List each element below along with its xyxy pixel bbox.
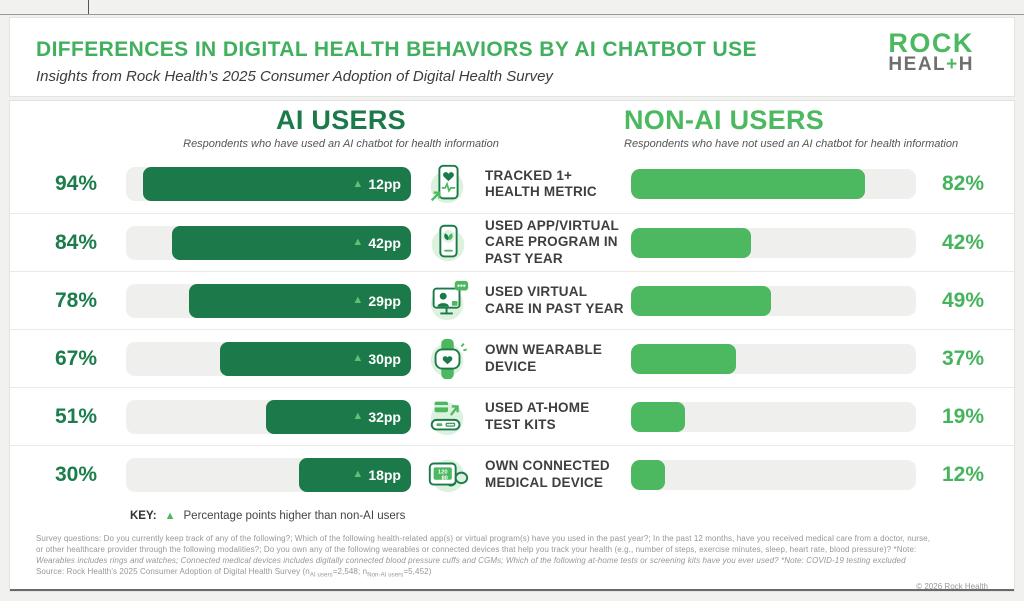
non-ai-bar	[631, 169, 865, 199]
row-tracked-health-metric: 94% ▲ 12pp TRACKED 1+ HEALTH METRIC 8	[10, 155, 1014, 213]
source-line: Source: Rock Health’s 2025 Consumer Adop…	[36, 567, 432, 579]
non-ai-bar	[631, 343, 737, 374]
footnote-line-3: Wearables includes rings and watches; Co…	[36, 556, 906, 566]
pp-difference-badge: ▲ 30pp	[352, 350, 401, 367]
non-ai-bar-track	[631, 459, 916, 490]
rock-health-logo: ROCK HEAL+H	[888, 28, 974, 75]
row-at-home-test-kits: 51% ▲ 32pp USED AT-HOME TEST KITS	[10, 387, 1014, 445]
ai-bar: ▲ 32pp	[265, 399, 411, 434]
behavior-label: USED APP/VIRTUAL CARE PROGRAM IN PAST YE…	[485, 218, 619, 266]
pp-difference-badge: ▲ 29pp	[352, 292, 401, 309]
svg-text:80: 80	[441, 475, 447, 481]
copyright: © 2026 Rock Health	[916, 581, 988, 591]
behavior-rows: 94% ▲ 12pp TRACKED 1+ HEALTH METRIC 8	[10, 155, 1014, 503]
screenshot-cursor-artifact	[88, 0, 89, 14]
ai-users-header: AI USERS Respondents who have used an AI…	[106, 105, 576, 150]
behavior-label: OWN WEARABLE DEVICE	[485, 342, 603, 374]
test-kit-icon	[417, 394, 479, 440]
row-wearable-device: 67% ▲ 30pp OWN WEARABLE DEVICE	[10, 329, 1014, 387]
key-label: KEY:	[130, 510, 157, 522]
telehealth-monitor-icon	[417, 278, 479, 324]
row-connected-medical-device: 30% ▲ 18pp 120 80 OWN CONNECTED MEDICAL D…	[10, 445, 1014, 503]
ai-bar: ▲ 29pp	[188, 283, 411, 318]
pp-difference-badge: ▲ 18pp	[352, 466, 401, 483]
non-ai-percentage: 19%	[941, 404, 985, 428]
logo-line-2: HEAL+H	[888, 53, 974, 75]
page-subtitle: Insights from Rock Health’s 2025 Consume…	[36, 68, 553, 85]
non-ai-percentage: 49%	[941, 288, 985, 312]
key-text: Percentage points higher than non-AI use…	[183, 510, 406, 522]
logo-plus-icon: +	[946, 53, 959, 75]
behavior-label: TRACKED 1+ HEALTH METRIC	[485, 167, 597, 199]
ai-percentage: 84%	[54, 230, 98, 254]
non-ai-bar-track	[631, 401, 916, 432]
non-ai-users-header: NON-AI USERS Respondents who have not us…	[624, 105, 999, 150]
health-metric-phone-icon	[417, 161, 479, 207]
ai-bar: ▲ 18pp	[299, 457, 411, 492]
ai-bar: ▲ 42pp	[171, 225, 411, 260]
legend-key: KEY: ▲ Percentage points higher than non…	[10, 505, 1014, 527]
ai-percentage: 30%	[54, 462, 98, 486]
pp-difference-badge: ▲ 32pp	[352, 408, 401, 425]
row-virtual-care: 78% ▲ 29pp USED VIRTUA	[10, 271, 1014, 329]
non-ai-percentage: 37%	[941, 346, 985, 370]
ai-bar-track: ▲ 42pp	[126, 225, 411, 260]
non-ai-bar	[631, 401, 686, 432]
screenshot-border-artifact	[0, 14, 1024, 15]
triangle-up-icon: ▲	[164, 510, 176, 522]
non-ai-percentage: 42%	[941, 230, 985, 254]
triangle-up-icon: ▲	[352, 468, 364, 480]
triangle-up-icon: ▲	[352, 236, 364, 248]
chart-card: AI USERS Respondents who have used an AI…	[10, 101, 1014, 591]
ai-percentage: 51%	[54, 404, 98, 428]
triangle-up-icon: ▲	[352, 177, 364, 190]
behavior-label: USED VIRTUAL CARE IN PAST YEAR	[485, 284, 624, 316]
ai-users-title: AI USERS	[276, 105, 406, 135]
non-ai-bar	[631, 227, 751, 258]
triangle-up-icon: ▲	[352, 410, 364, 422]
non-ai-users-title: NON-AI USERS	[624, 105, 825, 135]
non-ai-bar	[631, 459, 666, 490]
app-virtual-care-phone-icon	[417, 220, 479, 266]
non-ai-bar-track	[631, 169, 916, 199]
non-ai-bar-track	[631, 285, 916, 316]
ai-percentage: 94%	[54, 172, 98, 195]
ai-bar-track: ▲ 30pp	[126, 341, 411, 376]
ai-bar-track: ▲ 12pp	[126, 167, 411, 201]
pp-difference-badge: ▲ 42pp	[352, 234, 401, 251]
triangle-up-icon: ▲	[352, 294, 364, 306]
footnotes: Survey questions: Do you currently keep …	[10, 527, 1014, 591]
ai-bar-track: ▲ 18pp	[126, 457, 411, 492]
non-ai-bar-track	[631, 343, 916, 374]
ai-percentage: 67%	[54, 346, 98, 370]
column-headers: AI USERS Respondents who have used an AI…	[10, 101, 1014, 155]
ai-users-subtitle: Respondents who have used an AI chatbot …	[183, 138, 499, 150]
ai-percentage: 78%	[54, 288, 98, 312]
behavior-label: USED AT-HOME TEST KITS	[485, 400, 590, 432]
ai-bar: ▲ 30pp	[220, 341, 411, 376]
svg-text:120: 120	[438, 469, 448, 475]
ai-bar-track: ▲ 32pp	[126, 399, 411, 434]
ai-bar-track: ▲ 29pp	[126, 283, 411, 318]
ai-bar: ▲ 12pp	[143, 167, 411, 201]
behavior-label: OWN CONNECTED MEDICAL DEVICE	[485, 458, 610, 490]
footnote-line-2: or other healthcare provider through the…	[36, 545, 917, 555]
non-ai-bar	[631, 285, 771, 316]
triangle-up-icon: ▲	[352, 352, 364, 364]
footnote-line-1: Survey questions: Do you currently keep …	[36, 534, 931, 543]
non-ai-percentage: 82%	[941, 172, 985, 195]
page-title: DIFFERENCES IN DIGITAL HEALTH BEHAVIORS …	[36, 38, 757, 61]
row-app-virtual-care-program: 84% ▲ 42pp USED APP/VIRTUAL CARE PROGRAM …	[10, 213, 1014, 271]
non-ai-users-subtitle: Respondents who have not used an AI chat…	[624, 138, 959, 150]
smartwatch-icon	[417, 336, 479, 382]
blood-pressure-monitor-icon: 120 80	[417, 452, 479, 498]
header-card: DIFFERENCES IN DIGITAL HEALTH BEHAVIORS …	[10, 18, 1014, 96]
non-ai-bar-track	[631, 227, 916, 258]
pp-difference-badge: ▲ 12pp	[352, 176, 401, 192]
non-ai-percentage: 12%	[941, 462, 985, 486]
logo-line-1: ROCK	[888, 28, 974, 58]
